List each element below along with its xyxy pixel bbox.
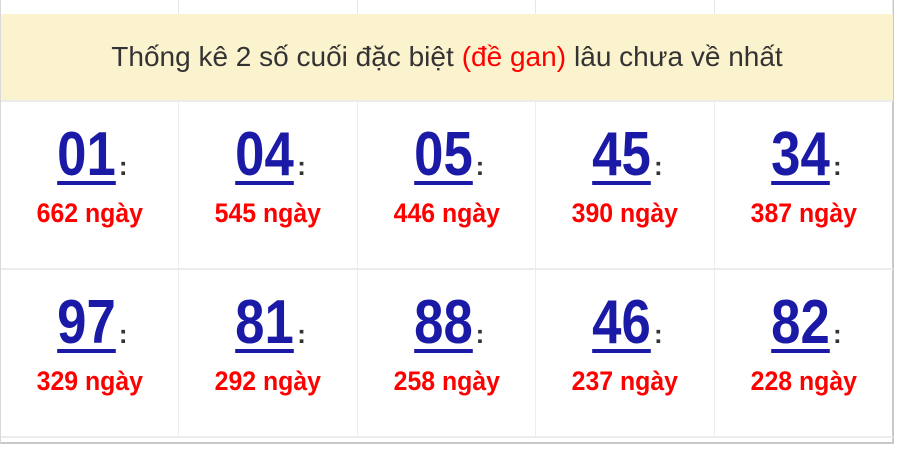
top-row-remnant: [1, 0, 894, 14]
number-line: 82:: [766, 288, 842, 357]
number-link[interactable]: 46: [592, 288, 651, 357]
days-count: 662 ngày: [36, 198, 143, 228]
days-count: 258 ngày: [393, 366, 500, 396]
days-count: 329 ngày: [36, 366, 143, 396]
days-count: 446 ngày: [393, 198, 500, 228]
number-cell: 82: 228 ngày: [714, 270, 893, 438]
number-grid: 01: 662 ngày 04: 545 ngày 05: 446 ngày 45: 390 …: [1, 102, 893, 438]
number-line: 04:: [230, 120, 306, 189]
number-line: 01:: [52, 120, 128, 189]
days-count: 390 ngày: [571, 198, 679, 228]
number-link[interactable]: 82: [771, 288, 830, 357]
number-cell: 04: 545 ngày: [179, 102, 358, 270]
number-line: 45:: [587, 120, 663, 189]
colon: :: [832, 151, 842, 181]
number-link[interactable]: 45: [592, 120, 651, 189]
colon: :: [475, 151, 485, 181]
number-line: 46:: [587, 288, 663, 357]
number-cell: 97: 329 ngày: [1, 270, 180, 438]
days-count: 387 ngày: [750, 198, 857, 228]
colon: :: [832, 319, 842, 349]
table-header: Thống kê 2 số cuối đặc biệt (đề gan) lâu…: [1, 14, 893, 102]
number-cell: 45: 390 ngày: [536, 102, 715, 270]
colon: :: [297, 319, 306, 349]
colon: :: [654, 151, 663, 181]
number-line: 88:: [409, 288, 485, 357]
days-count: 545 ngày: [214, 198, 322, 228]
header-title-end: lâu chưa về nhất: [574, 41, 783, 72]
colon: :: [118, 319, 128, 349]
number-cell: 34: 387 ngày: [714, 102, 893, 270]
header-highlight: (đề gan): [461, 41, 567, 72]
number-link[interactable]: 81: [235, 288, 295, 357]
number-line: 05:: [409, 120, 485, 189]
days-count: 228 ngày: [750, 366, 857, 396]
colon: :: [297, 151, 306, 181]
header-title: Thống kê 2 số cuối đặc biệt: [111, 41, 454, 72]
number-line: 81:: [230, 288, 306, 357]
number-line: 34:: [766, 120, 842, 189]
number-cell: 05: 446 ngày: [357, 102, 537, 270]
colon: :: [475, 319, 485, 349]
number-link[interactable]: 04: [235, 120, 295, 189]
number-link[interactable]: 34: [771, 120, 830, 189]
number-link[interactable]: 88: [413, 288, 473, 357]
colon: :: [118, 151, 128, 181]
number-cell: 81: 292 ngày: [179, 270, 358, 438]
days-count: 237 ngày: [571, 366, 679, 396]
days-count: 292 ngày: [214, 366, 322, 396]
number-cell: 01: 662 ngày: [1, 102, 180, 270]
number-link[interactable]: 97: [57, 288, 116, 357]
number-link[interactable]: 05: [413, 120, 473, 189]
number-link[interactable]: 01: [57, 120, 116, 189]
colon: :: [654, 319, 663, 349]
number-line: 97:: [52, 288, 128, 357]
number-cell: 88: 258 ngày: [357, 270, 537, 438]
number-cell: 46: 237 ngày: [536, 270, 715, 438]
